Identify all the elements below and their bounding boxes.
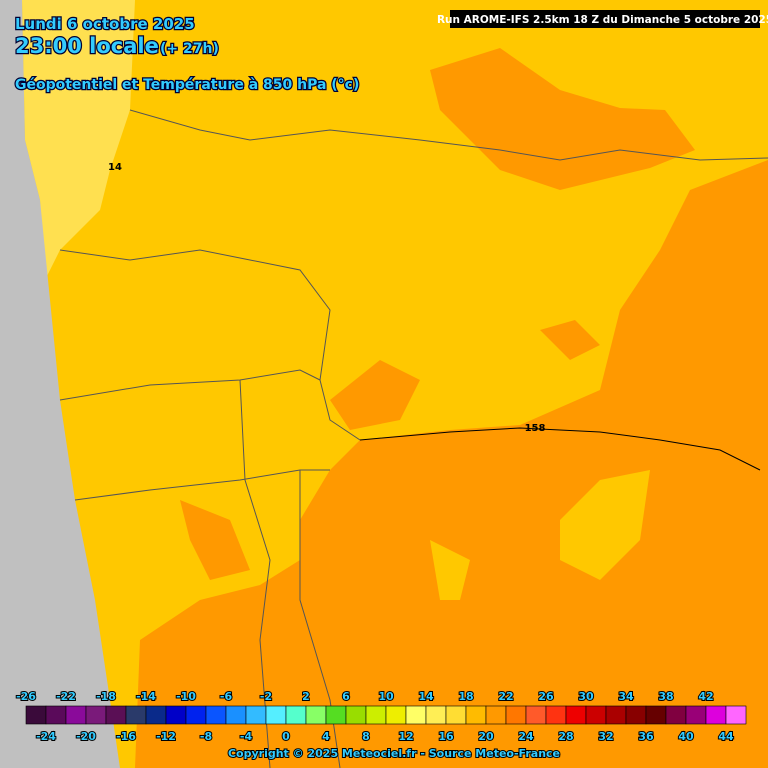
- legend-label: 6: [342, 690, 350, 703]
- legend-label: -14: [136, 690, 156, 703]
- temp-zone: [22, 0, 135, 280]
- legend-label: 20: [478, 730, 494, 743]
- legend-label: 10: [378, 690, 394, 703]
- temp-zone: [180, 320, 600, 580]
- legend-swatch: [485, 705, 507, 725]
- legend-swatch: [605, 705, 627, 725]
- legend-swatch: [385, 705, 407, 725]
- sea: [0, 0, 120, 768]
- legend-swatch: [665, 705, 687, 725]
- legend-label: 12: [398, 730, 413, 743]
- lead-time: (+ 27h): [160, 41, 219, 57]
- border: [59, 249, 361, 441]
- legend-label: -8: [200, 730, 212, 743]
- legend-label: 4: [322, 730, 330, 743]
- legend-label: 8: [362, 730, 370, 743]
- legend-swatch: [45, 705, 67, 725]
- legend-label: 18: [458, 690, 473, 703]
- border: [239, 379, 341, 768]
- temp-zone: [430, 470, 650, 600]
- legend-swatch: [565, 705, 587, 725]
- legend-label: -4: [240, 730, 253, 743]
- legend-label: 36: [638, 730, 654, 743]
- legend-label: 14: [418, 690, 434, 703]
- legend-swatch: [585, 705, 607, 725]
- legend-label: 38: [658, 690, 673, 703]
- legend-label: 34: [618, 690, 634, 703]
- legend-swatch: [725, 705, 747, 725]
- legend-swatch: [525, 705, 547, 725]
- legend-label: 42: [698, 690, 713, 703]
- legend-swatch: [145, 705, 167, 725]
- legend-swatch: [465, 705, 487, 725]
- contour-label: 158: [525, 423, 546, 434]
- legend-label: 40: [678, 730, 694, 743]
- legend-swatch: [405, 705, 427, 725]
- temp-zone: [430, 48, 695, 190]
- legend-swatch: [685, 705, 707, 725]
- field-title: Géopotentiel et Température à 850 hPa (°…: [15, 77, 359, 93]
- legend-label: 16: [438, 730, 454, 743]
- legend-swatch: [185, 705, 207, 725]
- legend-swatch: [705, 705, 727, 725]
- temp-zone: [135, 160, 768, 768]
- legend-swatch: [265, 705, 287, 725]
- legend-swatch: [325, 705, 347, 725]
- legend-swatch: [645, 705, 667, 725]
- legend-swatch: [345, 705, 367, 725]
- date-title: Lundi 6 octobre 2025: [15, 15, 195, 33]
- legend-label: -16: [116, 730, 136, 743]
- legend-swatch: [505, 705, 527, 725]
- color-legend: -26-24-22-20-18-16-14-12-10-8-6-4-202468…: [15, 689, 747, 744]
- legend-label: -26: [16, 690, 36, 703]
- legend-label: 22: [498, 690, 513, 703]
- legend-label: 26: [538, 690, 554, 703]
- time-title: 23:00 locale: [15, 34, 159, 58]
- legend-label: 24: [518, 730, 534, 743]
- contour-label: 14: [108, 162, 122, 173]
- legend-label: -6: [220, 690, 233, 703]
- legend-label: 44: [718, 730, 734, 743]
- legend-swatch: [425, 705, 447, 725]
- legend-label: -12: [156, 730, 176, 743]
- border: [74, 469, 330, 501]
- legend-swatch: [105, 705, 127, 725]
- legend-swatch: [305, 705, 327, 725]
- legend-label: -10: [176, 690, 196, 703]
- legend-swatch: [625, 705, 647, 725]
- legend-swatch: [165, 705, 187, 725]
- legend-swatch: [445, 705, 467, 725]
- legend-swatch: [65, 705, 87, 725]
- legend-label: -22: [56, 690, 76, 703]
- legend-label: -20: [76, 730, 96, 743]
- legend-swatch: [365, 705, 387, 725]
- border: [129, 109, 768, 161]
- legend-swatch: [25, 705, 47, 725]
- legend-label: 30: [578, 690, 594, 703]
- legend-swatch: [245, 705, 267, 725]
- legend-label: -18: [96, 690, 116, 703]
- legend-label: 28: [558, 730, 573, 743]
- legend-swatch: [225, 705, 247, 725]
- legend-swatch: [85, 705, 107, 725]
- run-box: [450, 10, 760, 28]
- legend-swatch: [545, 705, 567, 725]
- legend-label: 0: [282, 730, 290, 743]
- legend-label: 2: [302, 690, 310, 703]
- contour: [359, 427, 761, 471]
- legend-swatch: [285, 705, 307, 725]
- copyright: Copyright © 2025 Meteociel.fr - Source M…: [228, 747, 560, 760]
- legend-label: -2: [260, 690, 272, 703]
- run-info: Run AROME-IFS 2.5km 18 Z du Dimanche 5 o…: [437, 14, 768, 26]
- legend-label: -24: [36, 730, 56, 743]
- legend-label: 32: [598, 730, 613, 743]
- legend-swatch: [205, 705, 227, 725]
- legend-swatch: [125, 705, 147, 725]
